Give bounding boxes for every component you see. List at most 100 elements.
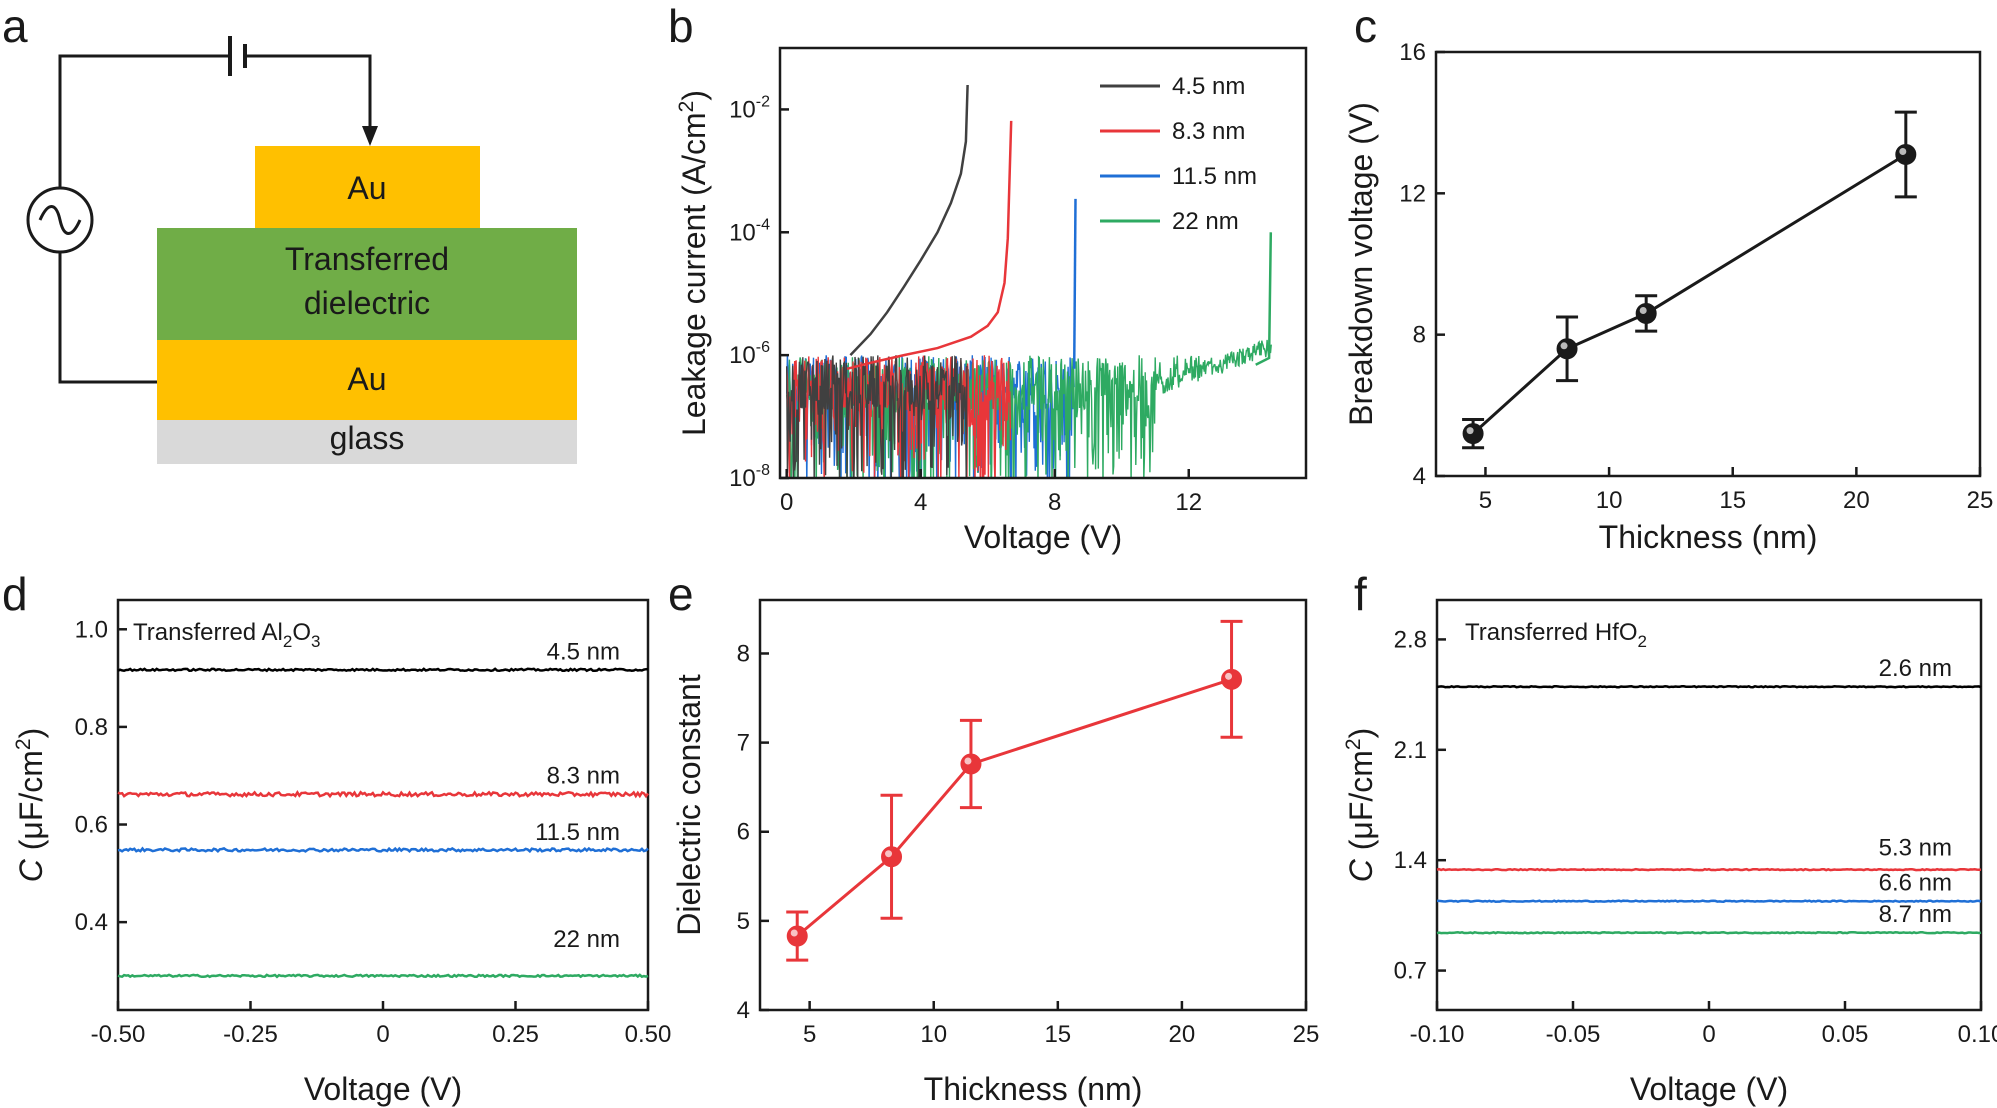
data-point bbox=[1895, 143, 1917, 165]
panel-e-ytick-label: 4 bbox=[737, 997, 750, 1024]
panel-b-plot-area bbox=[786, 84, 1273, 478]
panel-f-axes: -0.10 -0.05 0 0.05 0.10 0.7 1.4 2.1 2.8 bbox=[1394, 626, 1997, 1048]
panel-d-xtick-label: 0 bbox=[376, 1021, 389, 1048]
panel-f-ytick-label: 1.4 bbox=[1394, 847, 1427, 874]
panel-d-xtick-label: -0.50 bbox=[91, 1021, 146, 1048]
series-label: 5.3 nm bbox=[1879, 835, 1952, 862]
data-point-highlight bbox=[1225, 672, 1233, 680]
panel-e-ytick-label: 6 bbox=[737, 819, 750, 846]
panel-f-xtick-label: 0.10 bbox=[1958, 1021, 1997, 1048]
panel-f-ytick-label: 2.1 bbox=[1394, 737, 1427, 764]
panel-b-ytick-exp: -8 bbox=[756, 462, 770, 479]
data-point bbox=[881, 846, 903, 868]
data-point-highlight bbox=[1899, 147, 1907, 155]
ac-wave-icon bbox=[38, 205, 82, 235]
panel-label-e: e bbox=[668, 568, 694, 620]
series-label: 6.6 nm bbox=[1879, 869, 1952, 896]
dielectric-label-line2: dielectric bbox=[304, 285, 430, 321]
series-line-53nm bbox=[1436, 867, 1982, 872]
series-label: 22 nm bbox=[553, 926, 620, 953]
panel-d-capacitance-chart: -0.50 -0.25 0 0.25 0.50 0.4 0.6 0.8 1.0 4.5 nm 8.… bbox=[12, 598, 672, 1107]
glass-label: glass bbox=[330, 420, 405, 456]
panel-f-ylabel-main: C bbox=[1343, 858, 1379, 882]
panel-b-ytick-base: 10 bbox=[729, 219, 756, 246]
panel-e-xlabel: Thickness (nm) bbox=[924, 1071, 1143, 1107]
panel-e-dielectric-chart: 5 10 15 20 25 4 5 6 7 8 Thickness (nm) Dielectric… bbox=[671, 598, 1320, 1107]
panel-f-title-text: Transferred HfO bbox=[1465, 619, 1638, 646]
circuit-wire-left bbox=[58, 54, 230, 188]
panel-d-xtick-label: 0.50 bbox=[625, 1021, 672, 1048]
panel-b-ytick-label: 10-6 bbox=[729, 339, 770, 369]
panel-label-b: b bbox=[668, 0, 694, 52]
panel-d-xtick-label: 0.25 bbox=[492, 1021, 539, 1048]
panel-d-ylabel-end: ) bbox=[13, 728, 49, 739]
panel-e-xtick-label: 10 bbox=[920, 1021, 947, 1048]
series-label: 8.7 nm bbox=[1879, 901, 1952, 928]
panel-b-ytick-label: 10-4 bbox=[729, 216, 770, 246]
series-label: 8.3 nm bbox=[547, 763, 620, 790]
panel-f-ylabel-rest: (μF/cm bbox=[1343, 750, 1379, 859]
panel-f-xtick-label: -0.05 bbox=[1546, 1021, 1601, 1048]
data-point bbox=[960, 753, 982, 775]
panel-d-axes: -0.50 -0.25 0 0.25 0.50 0.4 0.6 0.8 1.0 bbox=[75, 616, 672, 1048]
panel-d-ylabel-rest: (μF/cm bbox=[13, 750, 49, 859]
panel-c-ylabel: Breakdown voltage (V) bbox=[1343, 102, 1379, 426]
data-point-highlight bbox=[790, 929, 798, 937]
panel-label-a: a bbox=[2, 0, 28, 52]
series-line-26nm bbox=[1436, 684, 1982, 689]
panel-d-xlabel: Voltage (V) bbox=[304, 1071, 462, 1107]
panel-c-plot-area bbox=[1462, 110, 1917, 450]
panel-b-ytick-base: 10 bbox=[729, 342, 756, 369]
legend-label: 11.5 nm bbox=[1172, 163, 1257, 190]
panel-b-frame bbox=[778, 46, 1308, 480]
panel-e-xtick-label: 20 bbox=[1169, 1021, 1196, 1048]
data-point-highlight bbox=[1560, 342, 1568, 350]
series-line-115nm bbox=[1072, 198, 1077, 369]
panel-e-ylabel: Dielectric constant bbox=[671, 674, 707, 936]
panel-b-xtick-label: 4 bbox=[914, 489, 927, 516]
panel-f-capacitance-chart: -0.10 -0.05 0 0.05 0.10 0.7 1.4 2.1 2.8 2.6 nm 5.… bbox=[1342, 598, 1997, 1107]
series-line-45nm bbox=[849, 84, 969, 356]
data-point bbox=[786, 925, 808, 947]
panel-f-title-sub1: 2 bbox=[1638, 632, 1647, 651]
panel-d-ylabel-sup: 2 bbox=[12, 738, 35, 750]
panel-b-ytick-exp: -2 bbox=[756, 93, 770, 110]
series-noise-45nm bbox=[786, 355, 968, 478]
panel-f-xlabel: Voltage (V) bbox=[1630, 1071, 1788, 1107]
panel-c-xtick-label: 15 bbox=[1719, 487, 1746, 514]
top-au-label: Au bbox=[347, 170, 386, 206]
data-point-highlight bbox=[964, 757, 972, 765]
connect-line bbox=[796, 677, 1232, 938]
panel-a-schematic: Au Transferred dielectric Au glass bbox=[26, 36, 577, 464]
panel-f-ytick-label: 2.8 bbox=[1394, 626, 1427, 653]
panel-c-xlabel: Thickness (nm) bbox=[1599, 519, 1818, 555]
panel-b-xtick-label: 8 bbox=[1048, 489, 1061, 516]
panel-f-ylabel-end: ) bbox=[1343, 728, 1379, 739]
panel-b-ytick-exp: -6 bbox=[756, 339, 770, 356]
panel-f-plot-area: 2.6 nm 5.3 nm 6.6 nm 8.7 nm bbox=[1436, 655, 1982, 935]
probe-arrow-icon bbox=[362, 126, 378, 146]
panel-label-c: c bbox=[1354, 0, 1377, 52]
legend-label: 4.5 nm bbox=[1172, 73, 1245, 100]
panel-f-xtick-label: -0.10 bbox=[1410, 1021, 1465, 1048]
circuit-wire-top bbox=[245, 54, 372, 128]
top-au-electrode bbox=[255, 146, 480, 228]
data-point-highlight bbox=[885, 850, 893, 858]
panel-c-frame bbox=[1434, 50, 1982, 478]
panel-f-ytick-label: 0.7 bbox=[1394, 958, 1427, 985]
connect-line bbox=[1472, 153, 1907, 435]
panel-d-title-sub1: 2 bbox=[283, 632, 292, 651]
panel-b-ylabel-end: ) bbox=[676, 90, 712, 101]
panel-d-title-text: Transferred Al bbox=[133, 619, 283, 646]
panel-d-plot-area: 4.5 nm 8.3 nm 11.5 nm 22 nm bbox=[117, 638, 650, 979]
panel-e-axes: 5 10 15 20 25 4 5 6 7 8 bbox=[737, 640, 1320, 1048]
panel-b-ytick-base: 10 bbox=[729, 96, 756, 123]
panel-f-ylabel: C (μF/cm2) bbox=[1342, 728, 1379, 883]
panel-c-ytick-label: 12 bbox=[1399, 180, 1426, 207]
series-label: 11.5 nm bbox=[535, 819, 620, 846]
panel-e-xtick-label: 25 bbox=[1293, 1021, 1320, 1048]
panel-e-xtick-label: 15 bbox=[1044, 1021, 1071, 1048]
panel-label-f: f bbox=[1354, 568, 1367, 620]
glass-substrate bbox=[157, 420, 577, 464]
